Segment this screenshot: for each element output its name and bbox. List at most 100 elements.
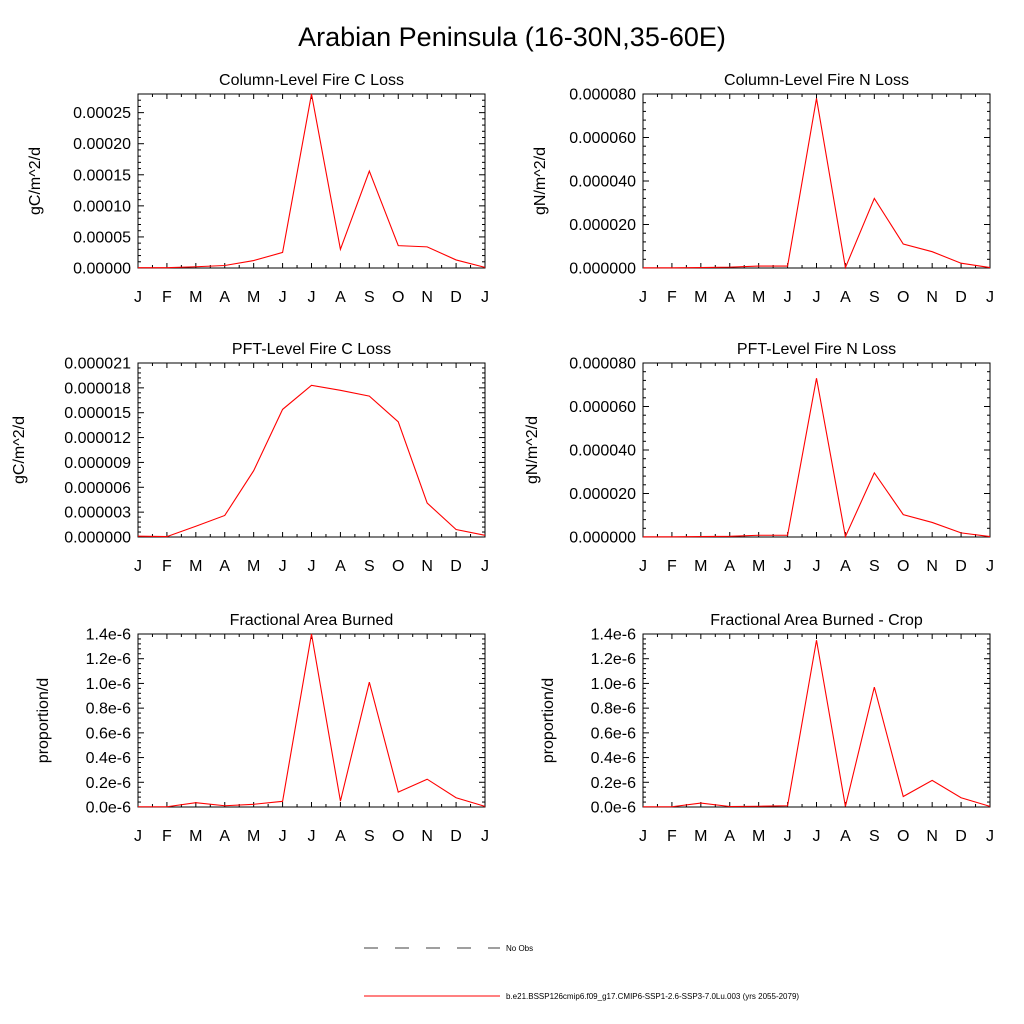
x-tick-label: J [279,828,287,845]
x-tick-label: F [162,289,172,306]
series-line [643,378,991,539]
x-tick-label: J [986,828,994,845]
y-tick-label: 0.000000 [569,261,636,278]
y-tick-label: 0.000040 [569,443,636,460]
x-tick-label: F [667,828,677,845]
panel-title: PFT-Level Fire N Loss [737,341,896,358]
y-tick-label: 0.4e-6 [591,750,636,767]
x-tick-label: J [481,289,489,306]
y-tick-label: 0.000080 [569,356,636,373]
y-tick-label: 1.4e-6 [591,627,636,644]
y-axis-label: gN/m^2/d [524,416,541,484]
chart-panel: Fractional Area Burned - Crop proportion/… [540,612,994,845]
y-tick-label: 1.4e-6 [86,627,131,644]
legend-label: No Obs [506,944,533,953]
plot-frame [137,93,486,269]
x-tick-label: N [421,558,433,575]
x-tick-label: M [694,828,707,845]
x-tick-label: A [724,558,735,575]
x-tick-label: D [955,558,967,575]
x-tick-label: M [247,289,260,306]
x-tick-label: J [784,828,792,845]
x-tick-label: A [840,558,851,575]
x-tick-label: D [450,289,462,306]
y-tick-label: 0.000018 [64,380,131,397]
x-tick-label: J [784,289,792,306]
x-tick-label: N [926,289,938,306]
y-tick-label: 0.000009 [64,455,131,472]
y-tick-label: 0.00025 [73,105,131,122]
x-tick-label: A [219,558,230,575]
x-tick-label: N [421,289,433,306]
y-axis-label: gC/m^2/d [27,147,44,215]
x-tick-label: D [450,558,462,575]
y-tick-label: 0.00020 [73,136,131,153]
y-tick-label: 0.000006 [64,480,131,497]
x-tick-label: A [335,558,346,575]
x-tick-label: D [450,828,462,845]
plot-frame [642,633,991,808]
y-tick-label: 1.0e-6 [86,676,131,693]
x-tick-label: J [308,558,316,575]
y-tick-label: 0.000020 [569,486,636,503]
x-tick-label: J [813,558,821,575]
x-tick-label: J [308,289,316,306]
x-tick-label: M [752,558,765,575]
plot-frame [642,93,991,269]
y-tick-label: 0.00000 [73,261,131,278]
x-tick-label: M [247,558,260,575]
x-tick-label: J [986,558,994,575]
panel-title: Column-Level Fire N Loss [724,72,909,89]
panel-title: PFT-Level Fire C Loss [232,341,391,358]
x-tick-label: N [421,828,433,845]
x-tick-label: A [219,289,230,306]
x-tick-label: A [335,289,346,306]
x-tick-label: A [724,289,735,306]
y-tick-label: 0.000040 [569,174,636,191]
series-line [137,384,486,538]
series-line [643,640,991,808]
x-tick-label: J [813,289,821,306]
x-tick-label: M [189,828,202,845]
x-tick-label: J [813,828,821,845]
x-tick-label: A [724,828,735,845]
x-tick-label: O [392,558,404,575]
x-tick-label: N [926,828,938,845]
plot-frame [137,633,486,808]
y-tick-label: 1.0e-6 [591,676,636,693]
x-tick-label: S [364,828,375,845]
x-tick-label: J [986,289,994,306]
x-tick-label: J [134,828,142,845]
x-tick-label: J [134,289,142,306]
x-tick-label: F [162,828,172,845]
y-tick-label: 0.000060 [569,399,636,416]
y-tick-label: 0.4e-6 [86,750,131,767]
x-tick-label: N [926,558,938,575]
plot-frame [642,362,991,538]
y-axis-label: proportion/d [35,678,52,763]
series-line [138,633,486,808]
x-tick-label: O [897,828,909,845]
y-tick-label: 0.0e-6 [591,800,636,817]
y-tick-label: 0.0e-6 [86,800,131,817]
y-tick-label: 0.000021 [64,356,131,373]
x-tick-label: A [840,828,851,845]
y-tick-label: 0.8e-6 [591,701,636,718]
y-tick-label: 0.000000 [569,530,636,547]
page-title: Arabian Peninsula (16-30N,35-60E) [298,22,726,52]
panel-title: Fractional Area Burned - Crop [710,612,923,629]
y-tick-label: 0.000080 [569,87,636,104]
panel-title: Column-Level Fire C Loss [219,72,404,89]
y-tick-label: 0.6e-6 [591,725,636,742]
y-tick-label: 0.000003 [64,505,131,522]
x-tick-label: F [667,558,677,575]
y-axis-label: proportion/d [540,678,557,763]
x-tick-label: J [279,558,287,575]
x-tick-label: A [335,828,346,845]
x-tick-label: M [752,828,765,845]
x-tick-label: D [955,289,967,306]
x-tick-label: J [784,558,792,575]
